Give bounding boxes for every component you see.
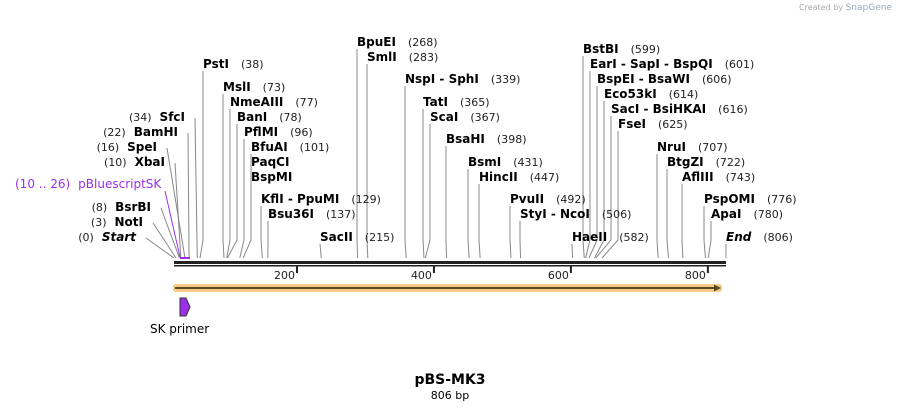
site-label-spei[interactable]: (16) SpeI [97,140,157,154]
site-label-kfli-ppumi[interactable]: KflI - PpuMI (129) [261,192,381,206]
cut-line [404,86,407,259]
site-label-bspmi[interactable]: BspMI [251,170,292,184]
cut-line [166,147,186,259]
site-label-noti[interactable]: (3) NotI [91,215,143,229]
site-label-bstbi[interactable]: BstBI (599) [583,42,660,56]
cut-line [681,184,684,259]
cut-line [467,169,470,259]
site-label-saci-bsihkai[interactable]: SacI - BsiHKAI (616) [611,102,748,116]
site-label-sacii[interactable]: SacII (215) [320,230,394,244]
primer-binding-label[interactable]: (10 .. 26) pBluescriptSK [15,177,162,191]
site-label-fsei[interactable]: FseI (625) [618,117,688,131]
tick-label: 800 [685,269,706,282]
site-label-haeii[interactable]: HaeII (582) [572,230,649,244]
site-label-end[interactable]: End (806) [726,230,793,244]
sk-primer-arrow[interactable] [179,297,191,317]
cut-line [422,109,425,259]
cut-line [226,124,238,259]
map-title: pBS-MK3 [414,372,486,388]
site-label-bspei-bsawi[interactable]: BspEI - BsaWI (606) [597,72,732,86]
site-label-msli[interactable]: MslI (73) [223,80,285,94]
site-label-paqci[interactable]: PaqCI [251,155,289,169]
cut-line [199,71,204,259]
cut-line [152,222,177,259]
cut-line [160,207,180,259]
cut-line [666,169,669,259]
cut-site-lines [145,49,727,259]
cut-line [260,206,263,259]
cut-line [222,94,225,259]
site-label-eco53ki[interactable]: Eco53kI (614) [604,87,698,101]
tick-label: 400 [411,269,432,282]
site-label-bani[interactable]: BanI (78) [237,110,302,124]
cut-line [239,139,245,259]
site-label-scai[interactable]: ScaI (367) [430,110,500,124]
cut-line [588,86,598,259]
site-label-bpuei[interactable]: BpuEI (268) [357,35,438,49]
credit-prefix: Created by [799,3,844,12]
cut-line [656,154,659,259]
site-label-sfci[interactable]: (34) SfcI [129,110,185,124]
site-label-bsmi[interactable]: BsmI (431) [468,155,543,169]
snapgene-credit: Created by SnapGene [799,3,892,13]
cut-line [445,146,448,259]
site-label-pflmi[interactable]: PflMI (96) [244,125,313,139]
cut-line [226,109,231,259]
site-label-afliii[interactable]: AflIII (743) [682,170,755,184]
cut-line [509,206,512,259]
site-label-bsahi[interactable]: BsaHI (398) [446,132,527,146]
site-label-smli[interactable]: SmlI (283) [367,50,438,64]
cut-line [194,117,198,259]
cut-line [424,124,431,259]
cut-line [356,49,359,259]
cut-line [242,154,252,259]
site-label-eari-sapi-bspqi[interactable]: EarI - SapI - BspQI (601) [590,57,754,71]
site-label-bfuai[interactable]: BfuAI (101) [251,140,329,154]
cut-line [174,162,182,259]
cut-line [703,206,706,259]
backbone-bottom [174,265,726,267]
site-label-tati[interactable]: TatI (365) [423,95,490,109]
site-label-pspomi[interactable]: PspOMI (776) [704,192,797,206]
backbone-top [174,261,726,264]
site-label-nrui[interactable]: NruI (707) [657,140,728,154]
site-label-styi-ncoi[interactable]: StyI - NcoI (506) [520,207,631,221]
cut-line [519,221,522,259]
cut-line [478,184,481,259]
site-label-btgzi[interactable]: BtgZI (722) [667,155,745,169]
cut-line [601,131,619,259]
tick-label: 600 [548,269,569,282]
cut-line [707,221,712,259]
sk-primer-label: SK primer [150,322,210,336]
ruler-ticks: 200 400 600 800 [274,266,709,282]
cut-line [319,243,322,259]
site-label-bsrbi[interactable]: (8) BsrBI [92,200,151,214]
enzyme-labels: (0) Start(3) NotI(8) BsrBI(10) XbaI(16) SpeI(… [78,35,796,244]
site-label-bamhi[interactable]: (22) BamHI [103,125,178,139]
feature-arrow[interactable] [173,284,722,292]
site-label-psti[interactable]: PstI (38) [203,57,264,71]
site-label-xbai[interactable]: (10) XbaI [104,155,165,169]
snapgene-logo: SnapGene [845,3,892,13]
primer-binding-line [164,190,181,258]
site-label-nspi-sphi[interactable]: NspI - SphI (339) [405,72,520,86]
cut-line [594,101,605,259]
tick-label: 200 [274,269,295,282]
cut-line [366,64,369,259]
site-label-apai[interactable]: ApaI (780) [711,207,783,221]
map-length: 806 bp [430,389,470,402]
site-label-nmeaiii[interactable]: NmeAIII (77) [230,95,318,109]
site-label-start[interactable]: (0) Start [78,230,137,244]
site-label-pvuii[interactable]: PvuII (492) [510,192,586,206]
site-label-hincii[interactable]: HincII (447) [479,170,559,184]
cut-line [187,132,190,259]
cut-line [582,56,585,259]
site-label-bsu36i[interactable]: Bsu36I (137) [268,207,356,221]
cut-line [145,237,175,259]
cut-line [571,243,574,259]
cut-line [595,116,612,259]
cut-line [585,71,591,259]
